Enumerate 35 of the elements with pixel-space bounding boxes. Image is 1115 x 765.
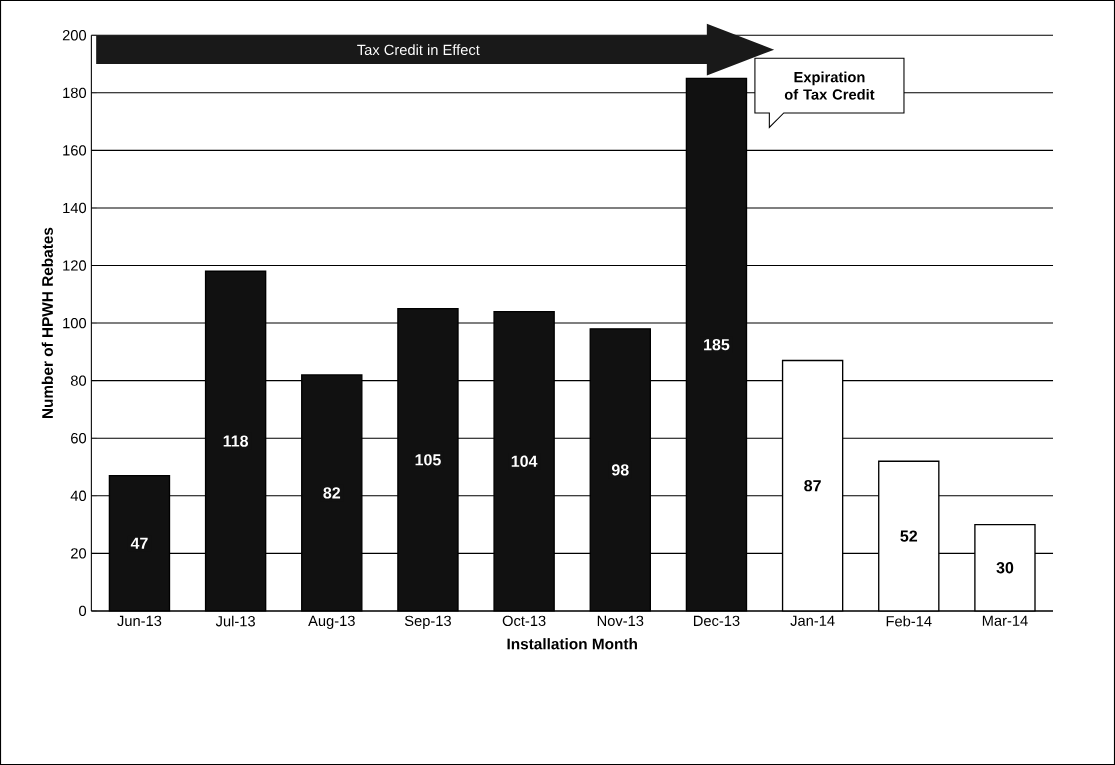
x-tick-label: Aug-13 [308,615,355,629]
y-tick-label: 40 [70,490,87,501]
x-tick-label: Oct-13 [502,615,546,627]
y-tick-label: 80 [70,375,87,386]
data-label: 87 [804,480,821,492]
y-tick-label: 20 [71,548,87,559]
y-tick-label: 60 [71,433,87,444]
data-label: 118 [223,435,249,447]
y-tick-label: 180 [63,87,87,99]
data-label: 47 [130,537,148,549]
annotation: Tax Credit in Effect [357,44,480,56]
annotation: Expiration of Tax Credit [784,71,875,100]
y-tick-label: 100 [63,317,87,329]
x-tick-label: Jul-13 [215,615,255,627]
data-label: 30 [996,562,1014,574]
x-tick-label: Jun-13 [117,615,162,627]
data-label: 105 [415,454,441,466]
data-label: 98 [611,464,629,476]
y-axis-title: Number of HPWH Rebates [41,227,53,419]
y-tick-label: 120 [63,260,87,271]
y-tick-label: 200 [62,30,87,41]
x-tick-label: Nov-13 [597,615,644,627]
data-label: 185 [704,338,730,351]
data-label: 82 [323,487,341,499]
data-label: 52 [900,530,918,542]
y-tick-label: 160 [63,145,87,156]
x-tick-label: Feb-14 [886,615,932,627]
x-tick-label: Dec-13 [693,615,740,627]
x-axis-title: Installation Month [507,638,637,650]
y-tick-label: 140 [63,202,87,214]
data-label: 104 [511,455,538,467]
x-tick-label: Mar-14 [982,615,1028,626]
x-tick-label: Jan-14 [790,615,835,626]
x-tick-label: Sep-13 [404,615,451,629]
y-tick-label: 0 [79,605,87,617]
